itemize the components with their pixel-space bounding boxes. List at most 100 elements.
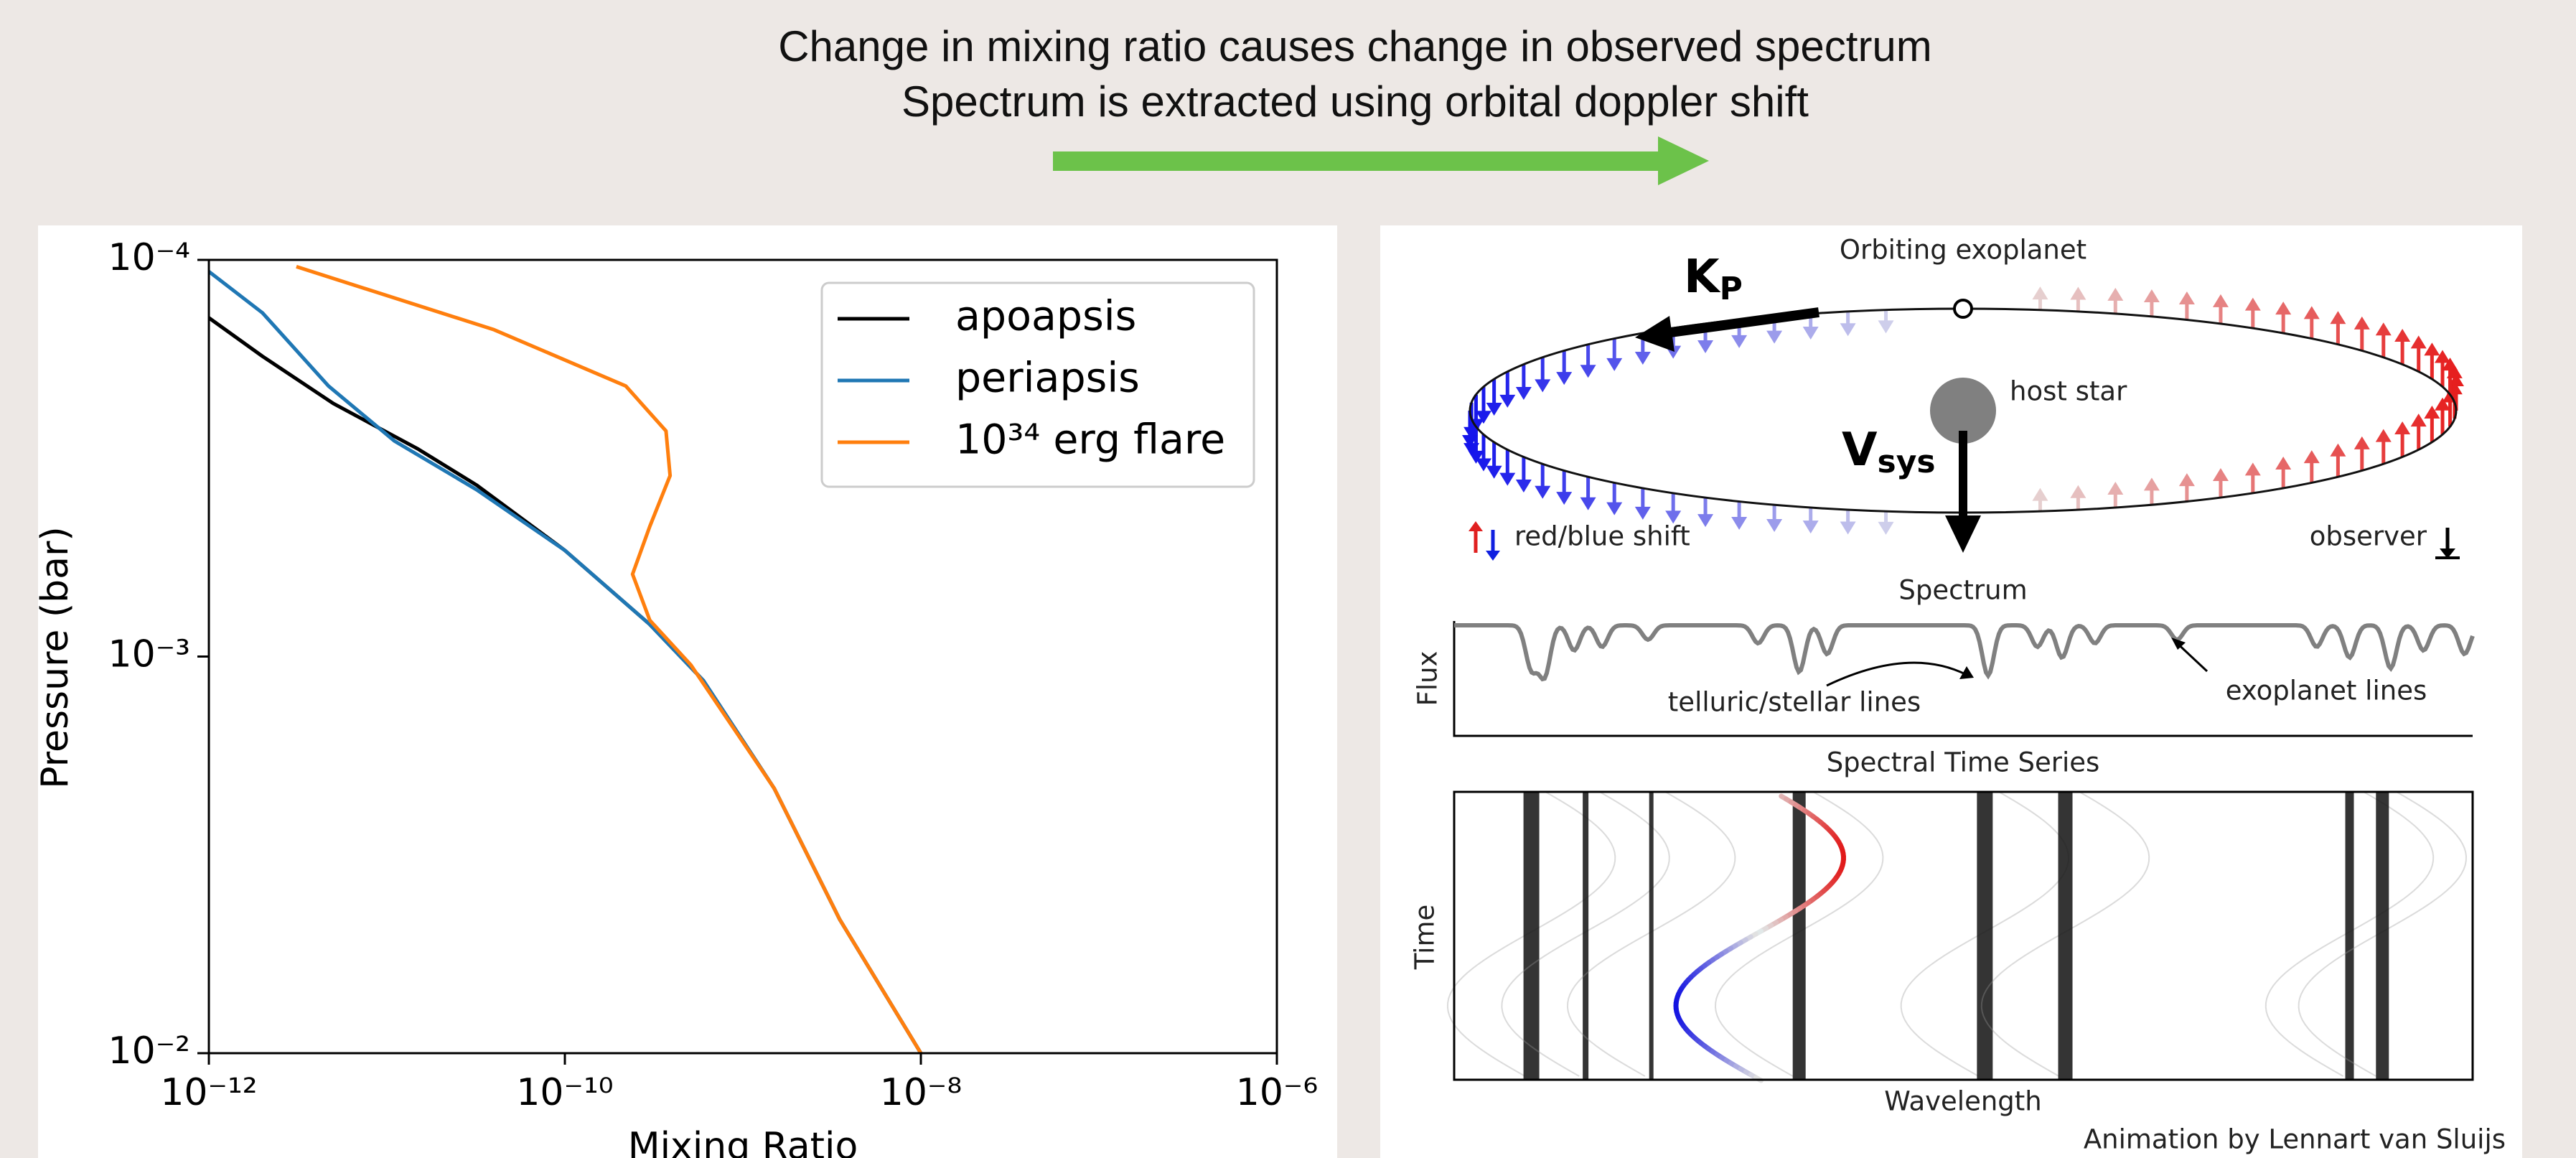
- y-tick-label: 10⁻³: [108, 633, 190, 676]
- x-tick-label: 10⁻⁶: [1236, 1071, 1318, 1114]
- orbit-velocity-head: [1499, 394, 1516, 408]
- diagram: Orbiting exoplanet KP host star Vsys red…: [1410, 235, 2506, 1155]
- orbit-velocity-head: [1515, 387, 1532, 401]
- orbit-velocity-head: [2032, 286, 2048, 300]
- host-star-label: host star: [2010, 376, 2127, 407]
- x-tick-label: 10⁻⁸: [880, 1071, 962, 1114]
- exoplanet-pointer-head: [2171, 638, 2186, 650]
- planet: [1953, 299, 1973, 319]
- kp-label: KP: [1684, 251, 1743, 307]
- orbit-velocity-head: [1515, 479, 1532, 492]
- orbit-velocity-head: [2070, 286, 2086, 300]
- orbit-velocity-head: [2244, 462, 2261, 476]
- faint-trail: [1501, 791, 1670, 1077]
- orbit-velocity-head: [1840, 521, 1856, 535]
- legend-label: periapsis: [955, 355, 1140, 402]
- spectrum-axes: [1453, 621, 2473, 737]
- orbit-velocity-head: [1580, 497, 1596, 510]
- telluric-band: [1583, 792, 1589, 1080]
- orbit-velocity-head: [2143, 289, 2160, 303]
- orbit-title: Orbiting exoplanet: [1840, 235, 2086, 266]
- orbit-velocity-head: [1606, 358, 1623, 371]
- telluric-pointer: [1826, 661, 1967, 687]
- x-axis-title: Mixing Ratio: [628, 1125, 858, 1158]
- orbit-velocity-head: [1580, 365, 1596, 378]
- orbit-velocity-head: [1475, 458, 1491, 472]
- orbit-velocity-head: [1486, 402, 1502, 416]
- telluric-band: [1977, 792, 1993, 1080]
- y-tick-label: 10⁻⁴: [108, 236, 190, 279]
- orbit-velocity-head: [1697, 514, 1714, 528]
- orbit-velocity-head: [2375, 322, 2392, 336]
- telluric-band: [1792, 792, 1806, 1080]
- orbit-velocity-head: [2212, 294, 2229, 307]
- orbit-velocity-head: [2212, 468, 2229, 482]
- orbit-velocity-head: [2353, 436, 2370, 449]
- kp-arrow: [1664, 307, 1819, 338]
- telluric-band: [2058, 792, 2073, 1080]
- legend-box: [820, 281, 1255, 488]
- shift-legend: red/blue shift: [1514, 521, 1690, 552]
- orbit-velocity-head: [1462, 435, 1478, 448]
- telluric-band: [1649, 792, 1654, 1080]
- orbit-velocity-head: [2394, 329, 2411, 342]
- orbit-velocity-head: [2303, 306, 2320, 319]
- kp-main: K: [1684, 251, 1721, 304]
- orbit-velocity-head: [2107, 481, 2124, 495]
- orbit-velocity-head: [2446, 365, 2463, 378]
- y-tick-label: 10⁻²: [108, 1029, 190, 1073]
- spectrum-title: Spectrum: [1898, 575, 2027, 606]
- orbit-velocity-head: [1486, 465, 1502, 479]
- telluric-band: [1523, 792, 1540, 1080]
- orbit-velocity-head: [2435, 397, 2451, 411]
- host-star: [1930, 378, 1996, 444]
- telluric-band: [2376, 792, 2389, 1080]
- orbit-velocity-head: [2424, 342, 2440, 356]
- series-line: [296, 265, 923, 1055]
- orbit-velocity-head: [1731, 335, 1748, 348]
- legend-label: apoapsis: [955, 293, 1136, 340]
- orbit-velocity-head: [2032, 487, 2048, 501]
- orbit-velocity-head: [1535, 379, 1551, 393]
- time-series-frame: [1453, 790, 2474, 1081]
- observer-label: observer: [2310, 521, 2427, 552]
- time-series-title: Spectral Time Series: [1827, 747, 2100, 778]
- orbit-velocity-head: [1463, 443, 1480, 457]
- faint-trail: [1566, 791, 1736, 1077]
- vsys-main: V: [1842, 424, 1878, 477]
- orbit-velocity-head: [1840, 323, 1856, 337]
- wavelength-label: Wavelength: [1884, 1086, 2042, 1117]
- observer-icon-head: [2440, 548, 2455, 559]
- x-tick-label: 10⁻¹⁰: [516, 1071, 613, 1114]
- telluric-label: telluric/stellar lines: [1668, 687, 1921, 718]
- telluric-band: [2345, 792, 2354, 1080]
- vsys-sub: sys: [1878, 444, 1936, 480]
- orbit-velocity-head: [1766, 330, 1783, 344]
- orbit-velocity-head: [2353, 316, 2370, 330]
- orbit-velocity-head: [2244, 297, 2261, 311]
- orbit-velocity-head: [1697, 340, 1714, 353]
- orbit-velocity-head: [1802, 520, 1819, 534]
- orbit-velocity-head: [2275, 457, 2292, 470]
- orbit-velocity-head: [2375, 429, 2392, 442]
- orbit-velocity-head: [2178, 473, 2195, 487]
- orbit-velocity-head: [2303, 450, 2320, 464]
- arrow-shaft: [1053, 151, 1670, 171]
- orbit-velocity-head: [1634, 351, 1651, 365]
- orbit-velocity-head: [2394, 421, 2411, 434]
- orbit-velocity-head: [1878, 320, 1894, 334]
- spectrum-line: [1454, 623, 2475, 682]
- orbit-velocity-head: [1556, 492, 1573, 505]
- orbit-velocity-head: [2410, 414, 2427, 427]
- kp-sub: P: [1720, 271, 1743, 307]
- orbit-velocity-head: [2330, 311, 2346, 324]
- orbit-velocity-head: [1731, 516, 1748, 530]
- orbit-velocity-head: [1556, 372, 1573, 386]
- time-label: Time: [1410, 905, 1441, 971]
- header-line: Change in mixing ratio causes change in …: [778, 22, 1932, 70]
- orbit-velocity-head: [1802, 327, 1819, 340]
- exoplanet-lines-label: exoplanet lines: [2226, 676, 2427, 706]
- orbit-velocity-head: [1499, 472, 1516, 486]
- orbit-velocity-head: [1878, 521, 1894, 535]
